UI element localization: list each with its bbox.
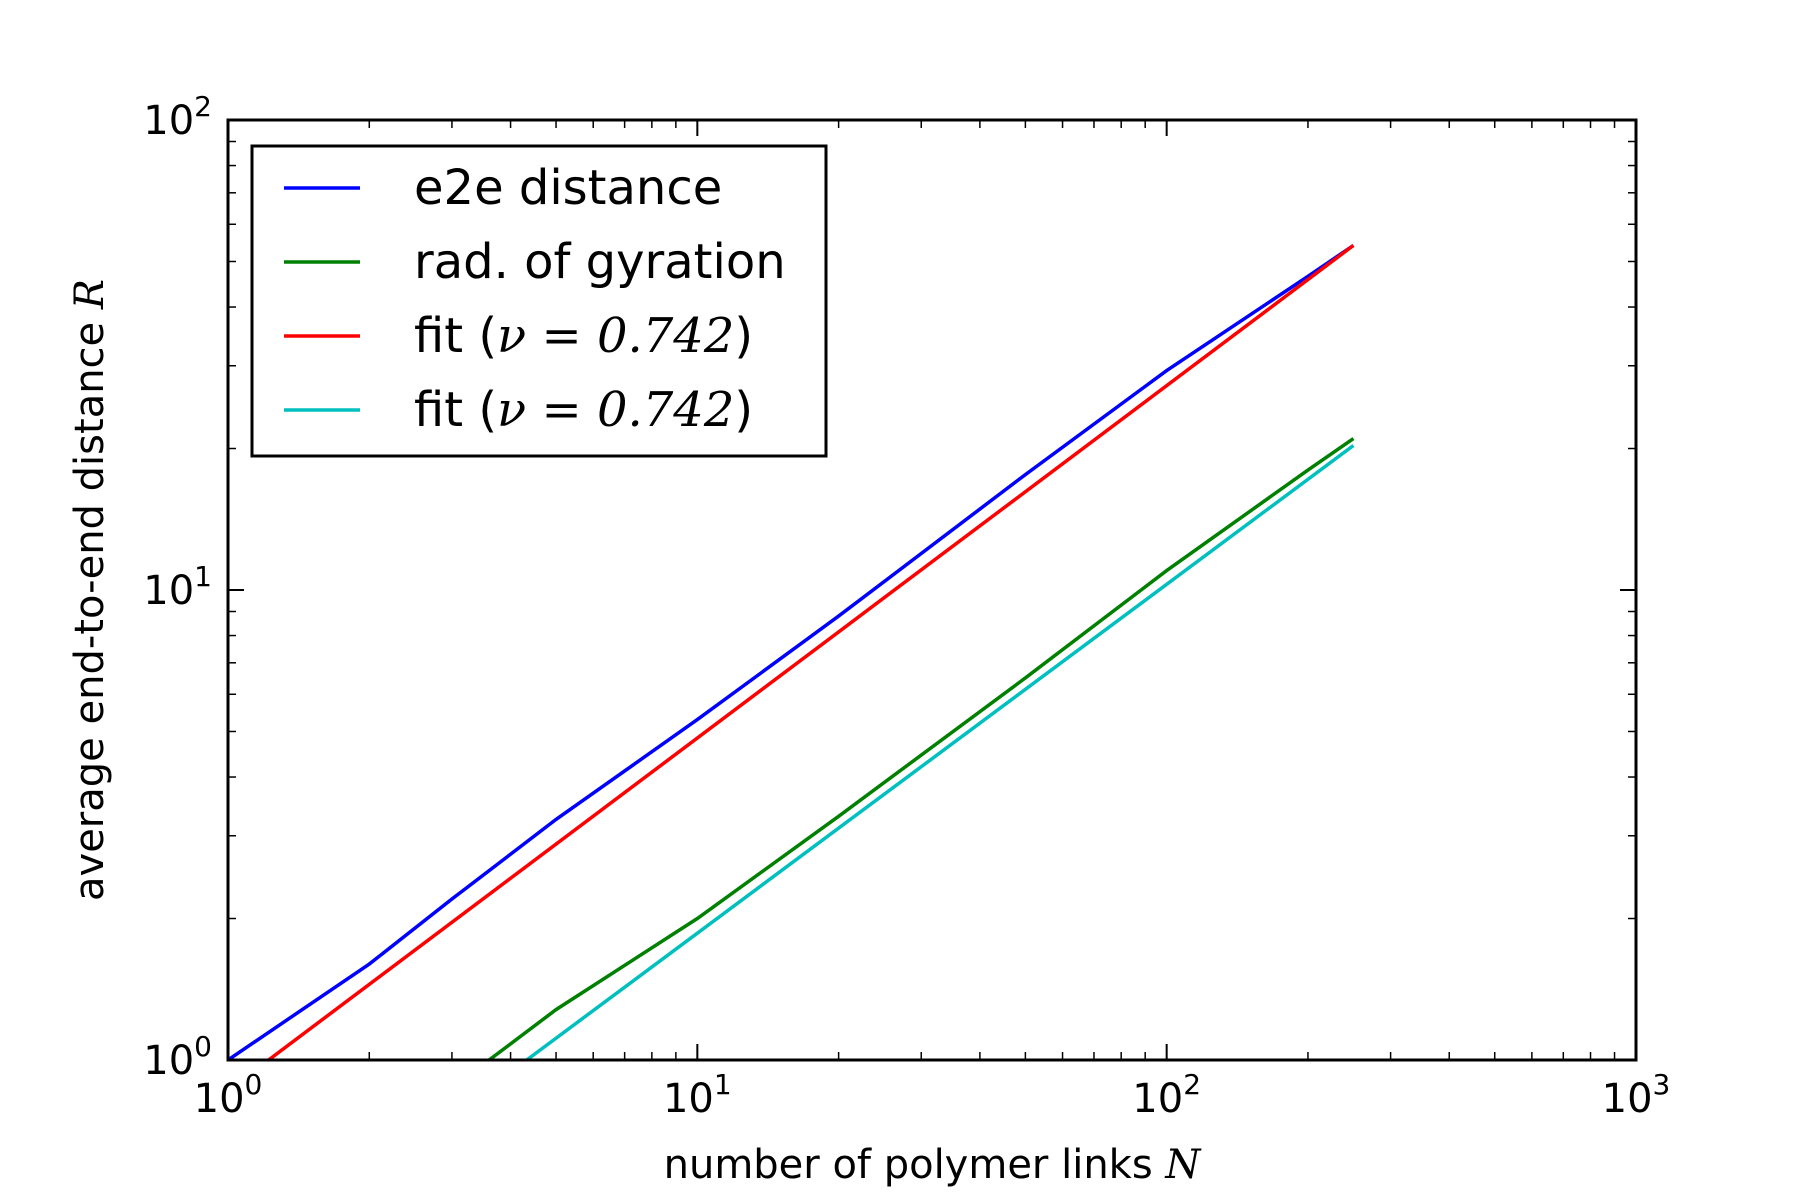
y-tick-label: 102 (143, 90, 212, 144)
series-line-2 (488, 437, 1355, 1060)
y-axis-label: average end-to-end distance R (67, 279, 113, 901)
y-tick-label: 100 (143, 1030, 212, 1084)
series-line-3 (267, 244, 1355, 1060)
x-axis-label: number of polymer links N (664, 1142, 1203, 1188)
series-line-4 (525, 444, 1355, 1060)
x-tick-label: 100 (194, 1068, 263, 1122)
legend: e2e distance rad. of gyration fit (ν = 0.7… (250, 144, 828, 458)
plot-frame (226, 118, 1638, 1062)
legend-box (250, 144, 828, 458)
series-layer (228, 243, 1355, 1060)
legend-label-3: fit (ν = 0.742) (414, 308, 753, 364)
legend-label-4: fit (ν = 0.742) (414, 382, 753, 438)
x-tick-label: 103 (1602, 1068, 1671, 1122)
x-tick-label: 102 (1132, 1068, 1201, 1122)
series-line-1 (228, 243, 1355, 1060)
tick-labels: 100 101 102 103 100 101 102 (143, 90, 1670, 1122)
legend-label-2: rad. of gyration (414, 234, 786, 290)
x-tick-label: 101 (663, 1068, 732, 1122)
y-tick-label: 101 (143, 560, 212, 614)
legend-label-1: e2e distance (414, 160, 722, 216)
